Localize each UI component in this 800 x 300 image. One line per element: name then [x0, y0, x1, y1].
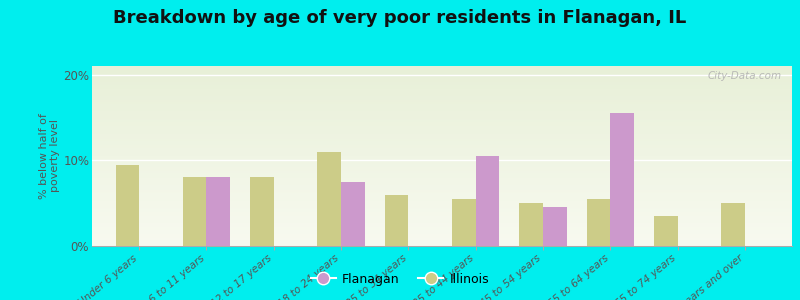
Text: City-Data.com: City-Data.com: [707, 71, 782, 81]
Bar: [543, 207, 566, 246]
Bar: [206, 177, 230, 246]
Bar: [654, 216, 678, 246]
Bar: [452, 199, 476, 246]
Y-axis label: % below half of
poverty level: % below half of poverty level: [39, 113, 61, 199]
Bar: [341, 182, 365, 246]
Bar: [250, 177, 274, 246]
Bar: [476, 156, 499, 246]
Bar: [722, 203, 745, 246]
Bar: [115, 165, 139, 246]
Bar: [183, 177, 206, 246]
Legend: Flanagan, Illinois: Flanagan, Illinois: [306, 268, 494, 291]
Text: Breakdown by age of very poor residents in Flanagan, IL: Breakdown by age of very poor residents …: [114, 9, 686, 27]
Bar: [385, 195, 408, 246]
Bar: [519, 203, 543, 246]
Bar: [318, 152, 341, 246]
Bar: [610, 113, 634, 246]
Bar: [586, 199, 610, 246]
